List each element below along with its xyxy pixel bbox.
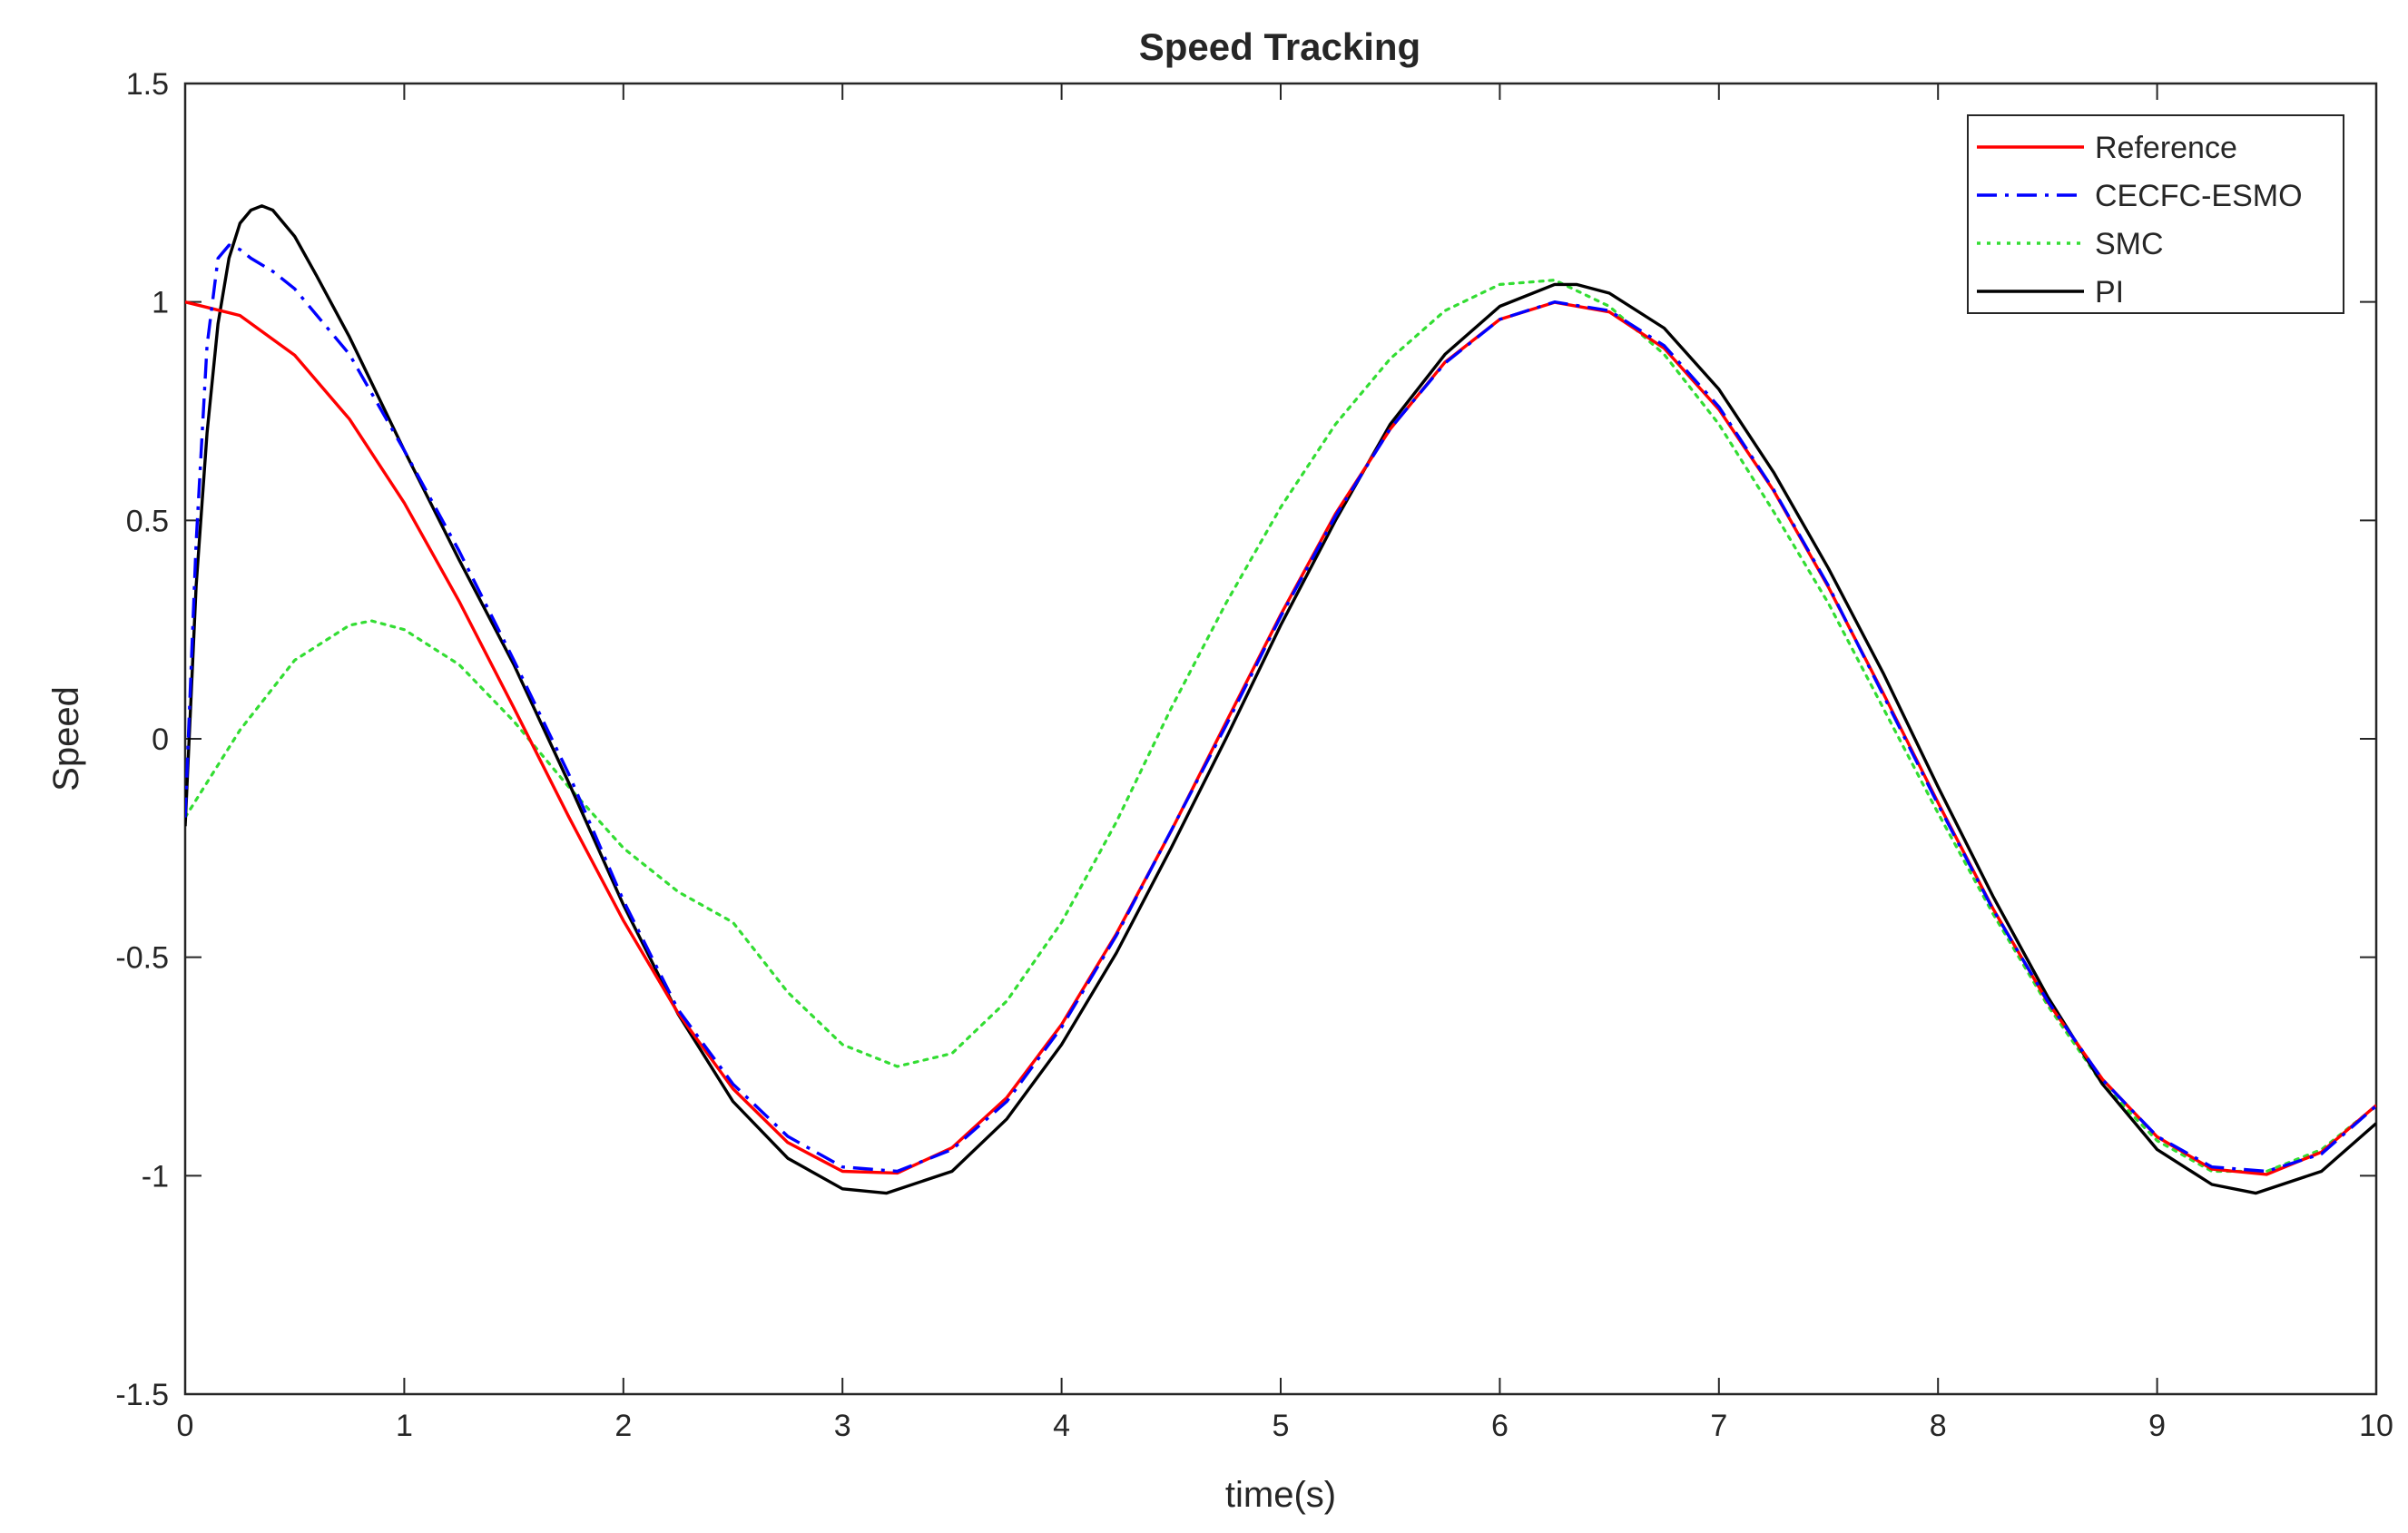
x-tick-label: 5	[1273, 1409, 1290, 1443]
series-line-pi	[185, 204, 2376, 1195]
x-tick-label: 2	[614, 1409, 632, 1443]
legend-label: PI	[2095, 275, 2124, 310]
legend: Reference CECFC-ESMO SMC PI	[1967, 114, 2344, 314]
series-line-smc	[185, 279, 2376, 1174]
y-tick-label: -1.5	[115, 1378, 169, 1412]
x-tick-label: 4	[1053, 1409, 1070, 1443]
x-axis-label: time(s)	[1225, 1475, 1336, 1515]
x-tick-label: 1	[396, 1409, 413, 1443]
ticks	[184, 83, 2377, 1395]
y-tick-label: 0.5	[126, 504, 169, 538]
legend-label: CECFC-ESMO	[2095, 179, 2303, 213]
x-tick-label: 7	[1710, 1409, 1727, 1443]
x-tick-label: 6	[1491, 1409, 1509, 1443]
x-tick-label: 3	[834, 1409, 851, 1443]
chart-title: Speed Tracking	[1139, 25, 1420, 68]
series-line-cecfc-esmo	[185, 243, 2376, 1174]
y-tick-label: 0	[152, 722, 169, 757]
y-tick-label: -0.5	[115, 941, 169, 976]
y-tick-label: -1	[142, 1159, 169, 1194]
legend-label: Reference	[2095, 131, 2237, 165]
y-tick-label: 1	[152, 286, 169, 320]
x-tick-label: 10	[2359, 1409, 2393, 1443]
x-tick-label: 0	[177, 1409, 194, 1443]
tick-labels: 0 1 2 3 4 5 6 7 8 9 10 -1.5 -1 -0.5 0 0.5 1 1.5	[115, 67, 2393, 1443]
series-layer	[185, 204, 2376, 1195]
y-axis-label: Speed	[46, 686, 86, 791]
legend-items: Reference CECFC-ESMO SMC PI	[1977, 131, 2303, 310]
x-tick-label: 9	[2148, 1409, 2166, 1443]
x-tick-label: 8	[1930, 1409, 1947, 1443]
legend-label: SMC	[2095, 227, 2164, 261]
y-tick-label: 1.5	[126, 67, 169, 102]
